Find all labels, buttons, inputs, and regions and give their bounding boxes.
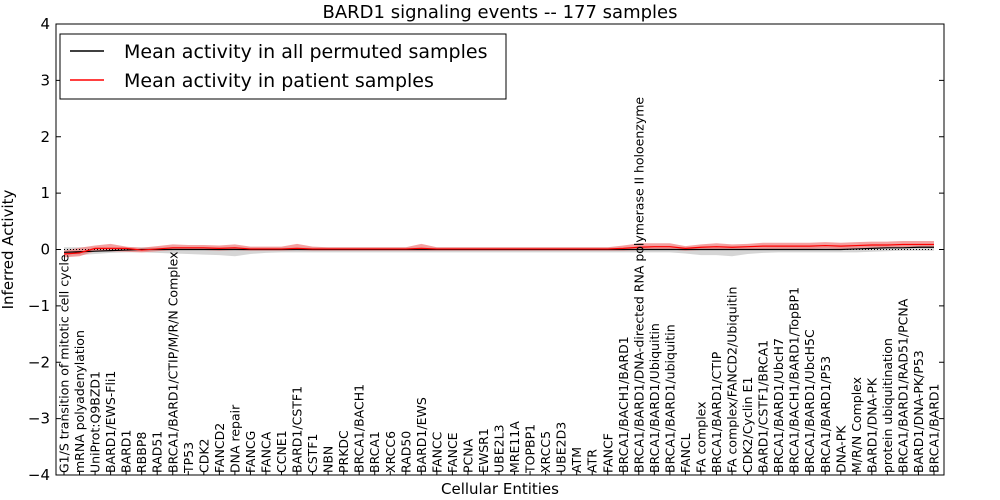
y-tick-label: −3 bbox=[28, 410, 50, 428]
x-tick-label: FANCC bbox=[429, 431, 444, 473]
x-tick-label: BARD1/CSTF1 bbox=[290, 386, 305, 473]
legend-label-permuted: Mean activity in all permuted samples bbox=[124, 41, 487, 63]
y-tick-label: 3 bbox=[40, 71, 50, 89]
chart-title: BARD1 signaling events -- 177 samples bbox=[323, 2, 678, 23]
x-tick-label: DNA repair bbox=[227, 404, 242, 473]
x-tick-label: DNA-PK bbox=[833, 425, 848, 473]
x-tick-label: PCNA bbox=[460, 438, 475, 473]
x-tick-label: NBN bbox=[321, 446, 336, 473]
x-tick-label: BRCA1 bbox=[367, 431, 382, 473]
x-tick-label: XRCC6 bbox=[383, 431, 398, 473]
x-tick-label: EWSR1 bbox=[476, 428, 491, 473]
series-lines bbox=[63, 243, 934, 255]
x-axis-label: Cellular Entities bbox=[441, 480, 559, 498]
x-tick-label: ATR bbox=[585, 449, 600, 473]
x-tick-label: BRCA1/BARD1/ubiquitin bbox=[662, 324, 677, 473]
x-tick-label: mRNA polyadenylation bbox=[72, 330, 87, 473]
x-tick-label: M/R/N Complex bbox=[849, 377, 864, 473]
x-tick-label: RAD51 bbox=[150, 431, 165, 473]
x-tick-label: CSTF1 bbox=[305, 434, 320, 473]
patient-line bbox=[63, 243, 934, 255]
x-tick-label: BRCA1/BARD1/P53 bbox=[818, 356, 833, 473]
x-tick-label: FANCA bbox=[258, 431, 273, 473]
x-axis-tick-labels: G1/S transition of mitotic cell cycle mRN… bbox=[57, 97, 942, 475]
y-tick-label: −2 bbox=[28, 353, 50, 371]
x-tick-label: BRCA1/BARD1 bbox=[927, 384, 942, 473]
y-tick-label: 2 bbox=[40, 128, 50, 146]
legend: Mean activity in all permuted samples Me… bbox=[59, 33, 507, 100]
x-tick-label: BARD1/CSTF1/BRCA1 bbox=[756, 340, 771, 473]
x-tick-label: BARD1 bbox=[119, 430, 134, 473]
x-tick-label: BRCA1/BARD1/UbcH5C bbox=[802, 329, 817, 473]
x-tick-label: BARD1/DNA-PK/P53 bbox=[911, 350, 926, 473]
x-tick-label: BRCA1/BACH1 bbox=[352, 384, 367, 473]
y-tick-label: 1 bbox=[40, 184, 50, 202]
x-tick-label: CDK2 bbox=[196, 438, 211, 473]
x-tick-label: MRE11A bbox=[507, 421, 522, 473]
x-tick-label: PRKDC bbox=[336, 430, 351, 473]
x-tick-label: G1/S transition of mitotic cell cycle bbox=[57, 254, 72, 473]
y-axis-label: Inferred Activity bbox=[0, 189, 17, 309]
x-tick-label: BARD1/EWS-Fli1 bbox=[103, 371, 118, 473]
x-tick-label: FANCG bbox=[243, 431, 258, 473]
x-tick-label: BRCA1/BARD1/DNA-directed RNA polymerase … bbox=[631, 97, 646, 473]
x-tick-label: FANCD2 bbox=[212, 423, 227, 473]
y-tick-label: 4 bbox=[40, 15, 50, 33]
y-tick-label: −4 bbox=[28, 466, 50, 484]
x-tick-label: XRCC5 bbox=[538, 431, 553, 473]
y-axis-ticks: −4 −3 −2 −1 0 1 2 3 4 bbox=[28, 15, 944, 484]
x-tick-label: BARD1/EWS bbox=[414, 397, 429, 473]
x-tick-label: BRCA1/BARD1/UbcH7 bbox=[771, 338, 786, 473]
x-tick-label: TOPBP1 bbox=[523, 424, 538, 474]
x-tick-label: protein ubiquitination bbox=[880, 338, 895, 473]
x-tick-label: BRCA1/BACH1/BARD1 bbox=[616, 336, 631, 473]
x-tick-label: RAD50 bbox=[398, 431, 413, 473]
x-tick-label: UBE2D3 bbox=[554, 422, 569, 473]
x-tick-label: TP53 bbox=[181, 442, 196, 474]
x-tick-label: UniProt:Q9BZD1 bbox=[88, 371, 103, 473]
y-tick-label: 0 bbox=[40, 241, 50, 259]
y-tick-label: −1 bbox=[28, 297, 50, 315]
legend-box bbox=[59, 33, 507, 100]
x-tick-label: ATM bbox=[569, 447, 584, 473]
x-tick-label: FA complex/FANCD2/Ubiquitin bbox=[725, 287, 740, 473]
x-tick-label: FANCF bbox=[600, 433, 615, 473]
x-tick-label: UBE2L3 bbox=[492, 425, 507, 474]
x-tick-label: BRCA1/BACH1/BARD1/TopBP1 bbox=[787, 287, 802, 473]
x-tick-label: BRCA1/BARD1/CTIP bbox=[709, 351, 724, 473]
x-tick-label: BRCA1/BARD1/RAD51/PCNA bbox=[895, 298, 910, 473]
x-tick-label: FA complex bbox=[693, 401, 708, 473]
x-tick-label: CCNE1 bbox=[274, 430, 289, 473]
x-tick-label: BRCA1/BARD1/CTIP/M/R/N Complex bbox=[165, 251, 180, 473]
x-tick-label: BRCA1/BARD1/Ubiquitin bbox=[647, 323, 662, 473]
x-tick-label: FANCE bbox=[445, 432, 460, 473]
x-tick-label: FANCL bbox=[678, 433, 693, 473]
x-tick-label: CDK2/Cyclin E1 bbox=[740, 377, 755, 473]
x-tick-label: BARD1/DNA-PK bbox=[864, 377, 879, 473]
legend-label-patient: Mean activity in patient samples bbox=[124, 70, 434, 92]
x-tick-label: RBBP8 bbox=[134, 432, 149, 473]
